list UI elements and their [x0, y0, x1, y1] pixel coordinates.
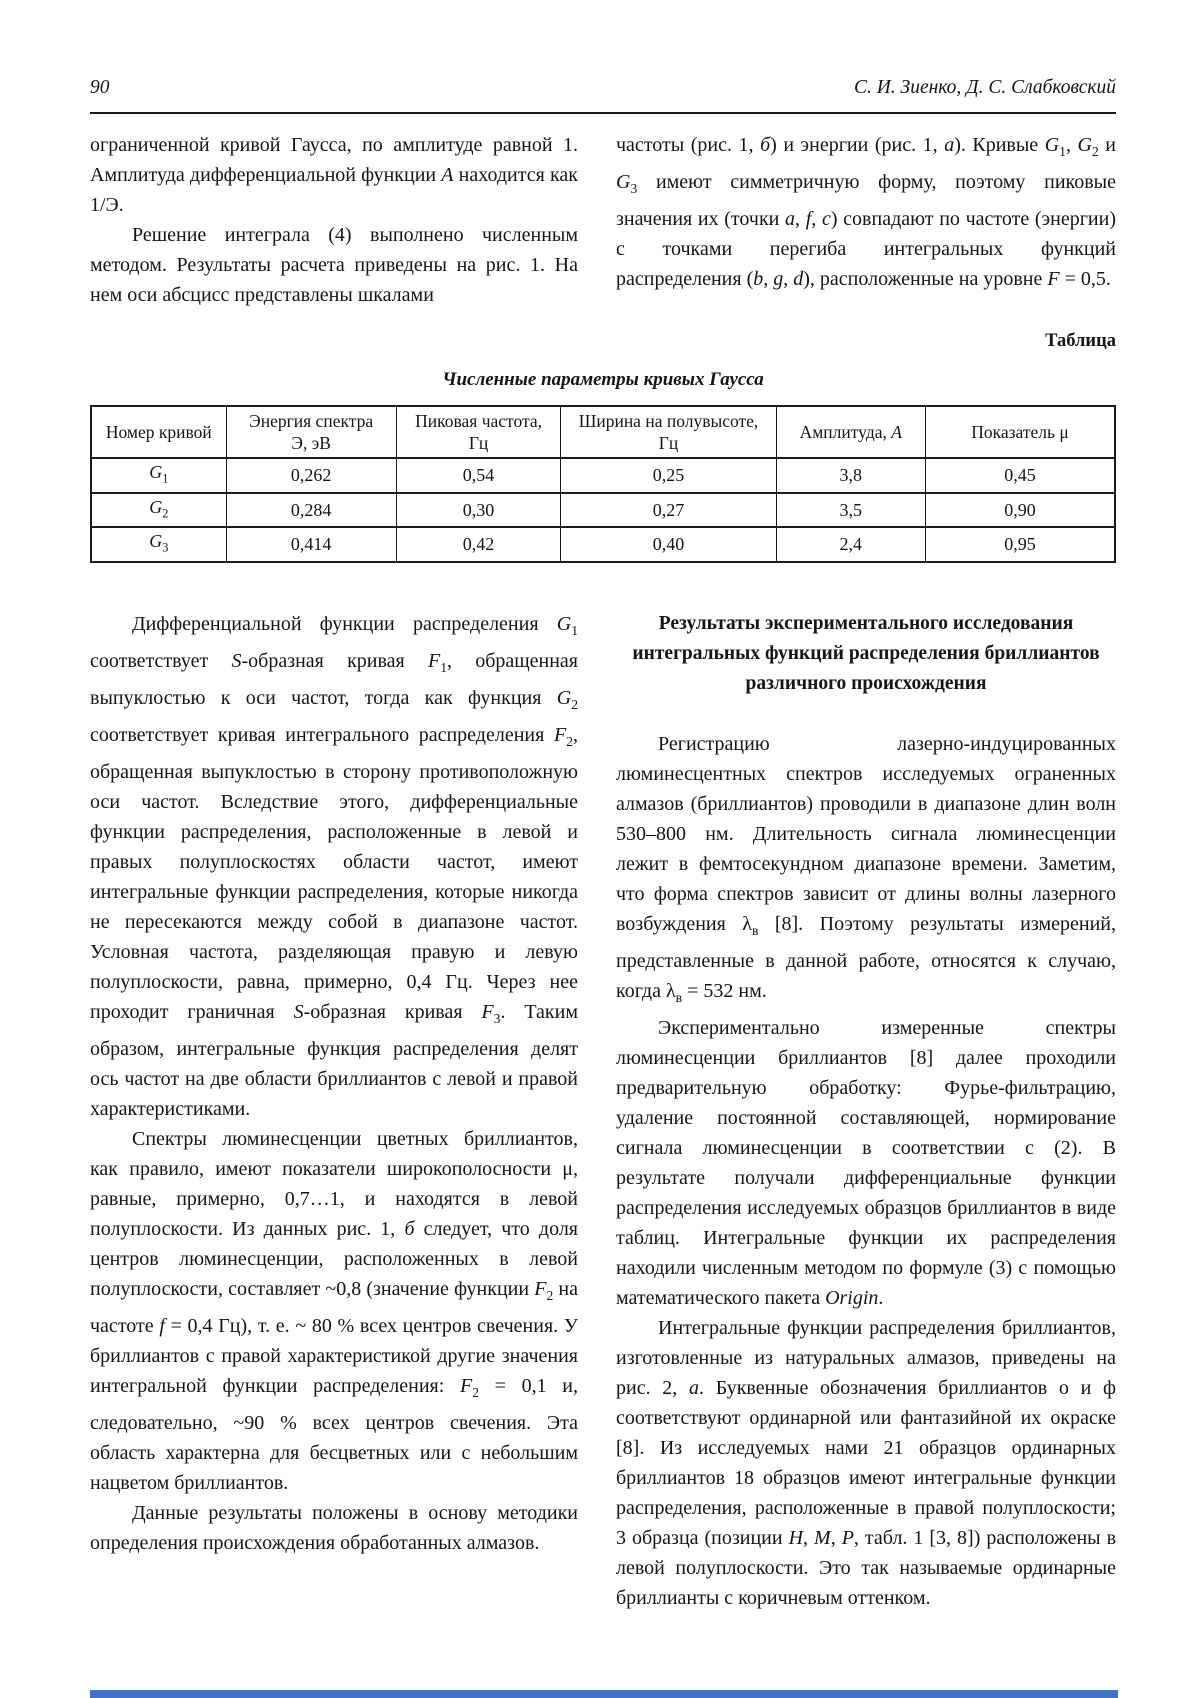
table-cell: 0,284	[225, 492, 397, 528]
table-cell: 0,25	[560, 457, 777, 494]
paragraph: ограниченной кривой Гаусса, по амплитуде…	[90, 134, 578, 216]
table-cell: 3,5	[775, 492, 927, 528]
column-header: Пиковая частота, Гц	[395, 405, 562, 459]
table-cell: 0,414	[225, 526, 397, 563]
paragraph: Экспериментально измеренные спектры люми…	[616, 1016, 1116, 1309]
body-right-column: Результаты экспериментального исследован…	[616, 609, 1116, 1613]
table-cell: 0,95	[925, 526, 1116, 563]
body-columns: Дифференциальной функции распределения G…	[90, 609, 1116, 1613]
paragraph: частоты (рис. 1, б) и энергии (рис. 1, а…	[616, 134, 1117, 290]
paragraph: Решение интеграла (4) выполнено численны…	[90, 224, 578, 306]
table-cell: 0,262	[225, 457, 397, 494]
column-header: Показатель μ	[925, 405, 1116, 459]
table-cell: 3,8	[775, 457, 927, 494]
table-row: G3 0,414 0,42 0,40 2,4 0,95	[90, 526, 1116, 563]
table-label: Таблица	[1045, 331, 1116, 351]
table-row: G2 0,284 0,30 0,27 3,5 0,90	[90, 492, 1116, 528]
table-row: G1 0,262 0,54 0,25 3,8 0,45	[90, 457, 1116, 494]
table-title: Численные параметры кривых Гаусса	[442, 369, 764, 390]
bottom-accent-bar	[90, 1690, 1118, 1698]
section-heading: Результаты экспериментального исследован…	[632, 612, 1100, 694]
table-cell: 0,40	[560, 526, 777, 563]
paragraph: Дифференциальной функции распределения G…	[90, 612, 579, 1120]
body-left-column: Дифференциальной функции распределения G…	[90, 609, 578, 1613]
column-header: Номер кривой	[90, 405, 227, 459]
table-cell: 0,54	[395, 457, 562, 494]
column-header: Энергия спектра Э, эВ	[225, 405, 397, 459]
paragraph: Спектры люминесценции цветных бриллианто…	[90, 1127, 579, 1494]
table-cell: G1	[90, 457, 227, 494]
table-cell: 2,4	[775, 526, 927, 563]
table-header-row: Номер кривой Энергия спектра Э, эВ Пикова…	[90, 405, 1116, 459]
gauss-parameters-table: Номер кривой Энергия спектра Э, эВ Пикова…	[90, 405, 1116, 563]
column-header: Амплитуда, A	[775, 405, 927, 459]
column-header: Ширина на полувысоте, Гц	[560, 405, 777, 459]
table-cell: 0,27	[560, 492, 777, 528]
running-authors: С. И. Зиенко, Д. С. Слабковский	[853, 77, 1116, 98]
table-cell: 0,42	[395, 526, 562, 563]
intro-right-column: частоты (рис. 1, б) и энергии (рис. 1, а…	[616, 130, 1116, 310]
table-cell: 0,45	[925, 457, 1116, 494]
paragraph: Регистрацию лазерно-индуцированных люмин…	[616, 732, 1116, 1005]
intro-left-column: ограниченной кривой Гаусса, по амплитуде…	[90, 130, 578, 310]
table-cell: 0,90	[925, 492, 1116, 528]
paragraph: Данные результаты положены в основу мето…	[90, 1501, 578, 1554]
page-header: 90 С. И. Зиенко, Д. С. Слабковский	[90, 76, 1116, 114]
intro-columns: ограниченной кривой Гаусса, по амплитуде…	[90, 130, 1116, 310]
table-cell: G3	[90, 526, 227, 563]
table-cell: G2	[90, 492, 227, 528]
table-cell: 0,30	[395, 492, 562, 528]
page-number: 90	[90, 77, 110, 98]
paragraph: Интегральные функции распределения брилл…	[616, 1316, 1117, 1609]
